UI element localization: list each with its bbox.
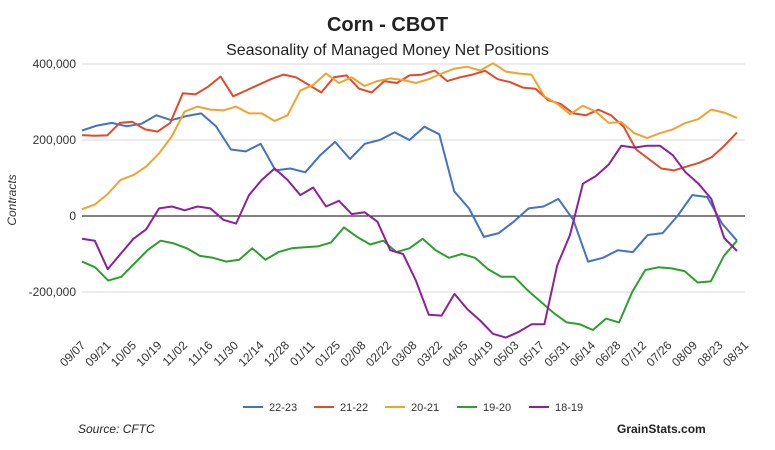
x-tick-label: 08/09 bbox=[669, 338, 700, 369]
x-tick-label: 12/28 bbox=[261, 338, 292, 369]
x-tick-label: 02/22 bbox=[363, 338, 394, 369]
x-tick-label: 06/28 bbox=[592, 338, 623, 369]
x-tick-label: 04/19 bbox=[465, 338, 496, 369]
x-tick-label: 07/26 bbox=[643, 338, 674, 369]
x-tick-label: 08/31 bbox=[720, 338, 751, 369]
x-tick-label: 03/08 bbox=[388, 338, 419, 369]
x-tick-label: 04/05 bbox=[439, 338, 470, 369]
y-tick-label: 0 bbox=[69, 209, 76, 223]
legend: 22-23 21-22 20-21 19-20 18-19 bbox=[243, 402, 583, 414]
x-tick-label: 05/31 bbox=[541, 338, 572, 369]
x-tick-label: 01/11 bbox=[287, 338, 318, 369]
series-line-18-19 bbox=[81, 144, 738, 339]
legend-label-22-23: 22-23 bbox=[269, 402, 297, 414]
x-tick-label: 05/17 bbox=[516, 338, 547, 369]
chart-subtitle: Seasonality of Managed Money Net Positio… bbox=[226, 42, 549, 59]
legend-label-18-19: 18-19 bbox=[555, 402, 583, 414]
x-tick-label: 08/23 bbox=[694, 338, 725, 369]
series-line-22-23 bbox=[81, 112, 738, 263]
y-tick-label: 200,000 bbox=[33, 133, 77, 147]
x-tick-label: 09/07 bbox=[57, 338, 88, 369]
x-tick-label: 12/14 bbox=[235, 338, 266, 369]
brand-label: GrainStats.com bbox=[617, 422, 706, 436]
x-tick-label: 09/21 bbox=[82, 338, 113, 369]
legend-label-21-22: 21-22 bbox=[340, 402, 368, 414]
y-tick-label: -200,000 bbox=[29, 285, 77, 299]
series-line-21-22 bbox=[81, 69, 738, 172]
y-tick-label: 400,000 bbox=[33, 57, 77, 71]
y-axis: 400,000 200,000 0 -200,000 bbox=[29, 57, 77, 299]
x-axis: 09/0709/2110/0510/1911/0211/1611/3012/14… bbox=[57, 338, 751, 369]
source-note: Source: CFTC bbox=[78, 422, 155, 436]
x-tick-label: 03/22 bbox=[414, 338, 445, 369]
series-line-20-21 bbox=[81, 62, 738, 211]
x-tick-label: 02/08 bbox=[337, 338, 368, 369]
y-axis-label: Contracts bbox=[5, 174, 19, 225]
legend-label-19-20: 19-20 bbox=[483, 402, 511, 414]
x-tick-label: 11/16 bbox=[185, 338, 216, 369]
x-tick-label: 11/02 bbox=[160, 338, 191, 369]
chart-title: Corn - CBOT bbox=[326, 14, 449, 36]
series-line-19-20 bbox=[81, 226, 738, 331]
x-tick-label: 01/25 bbox=[312, 338, 343, 369]
x-tick-label: 10/19 bbox=[133, 338, 164, 369]
x-tick-label: 10/05 bbox=[108, 338, 139, 369]
plot-area bbox=[81, 62, 738, 339]
legend-label-20-21: 20-21 bbox=[411, 402, 439, 414]
x-tick-label: 05/03 bbox=[490, 338, 521, 369]
grid bbox=[82, 63, 745, 293]
x-tick-label: 06/14 bbox=[567, 338, 598, 369]
x-tick-label: 11/30 bbox=[211, 338, 242, 369]
x-tick-label: 07/12 bbox=[618, 338, 649, 369]
